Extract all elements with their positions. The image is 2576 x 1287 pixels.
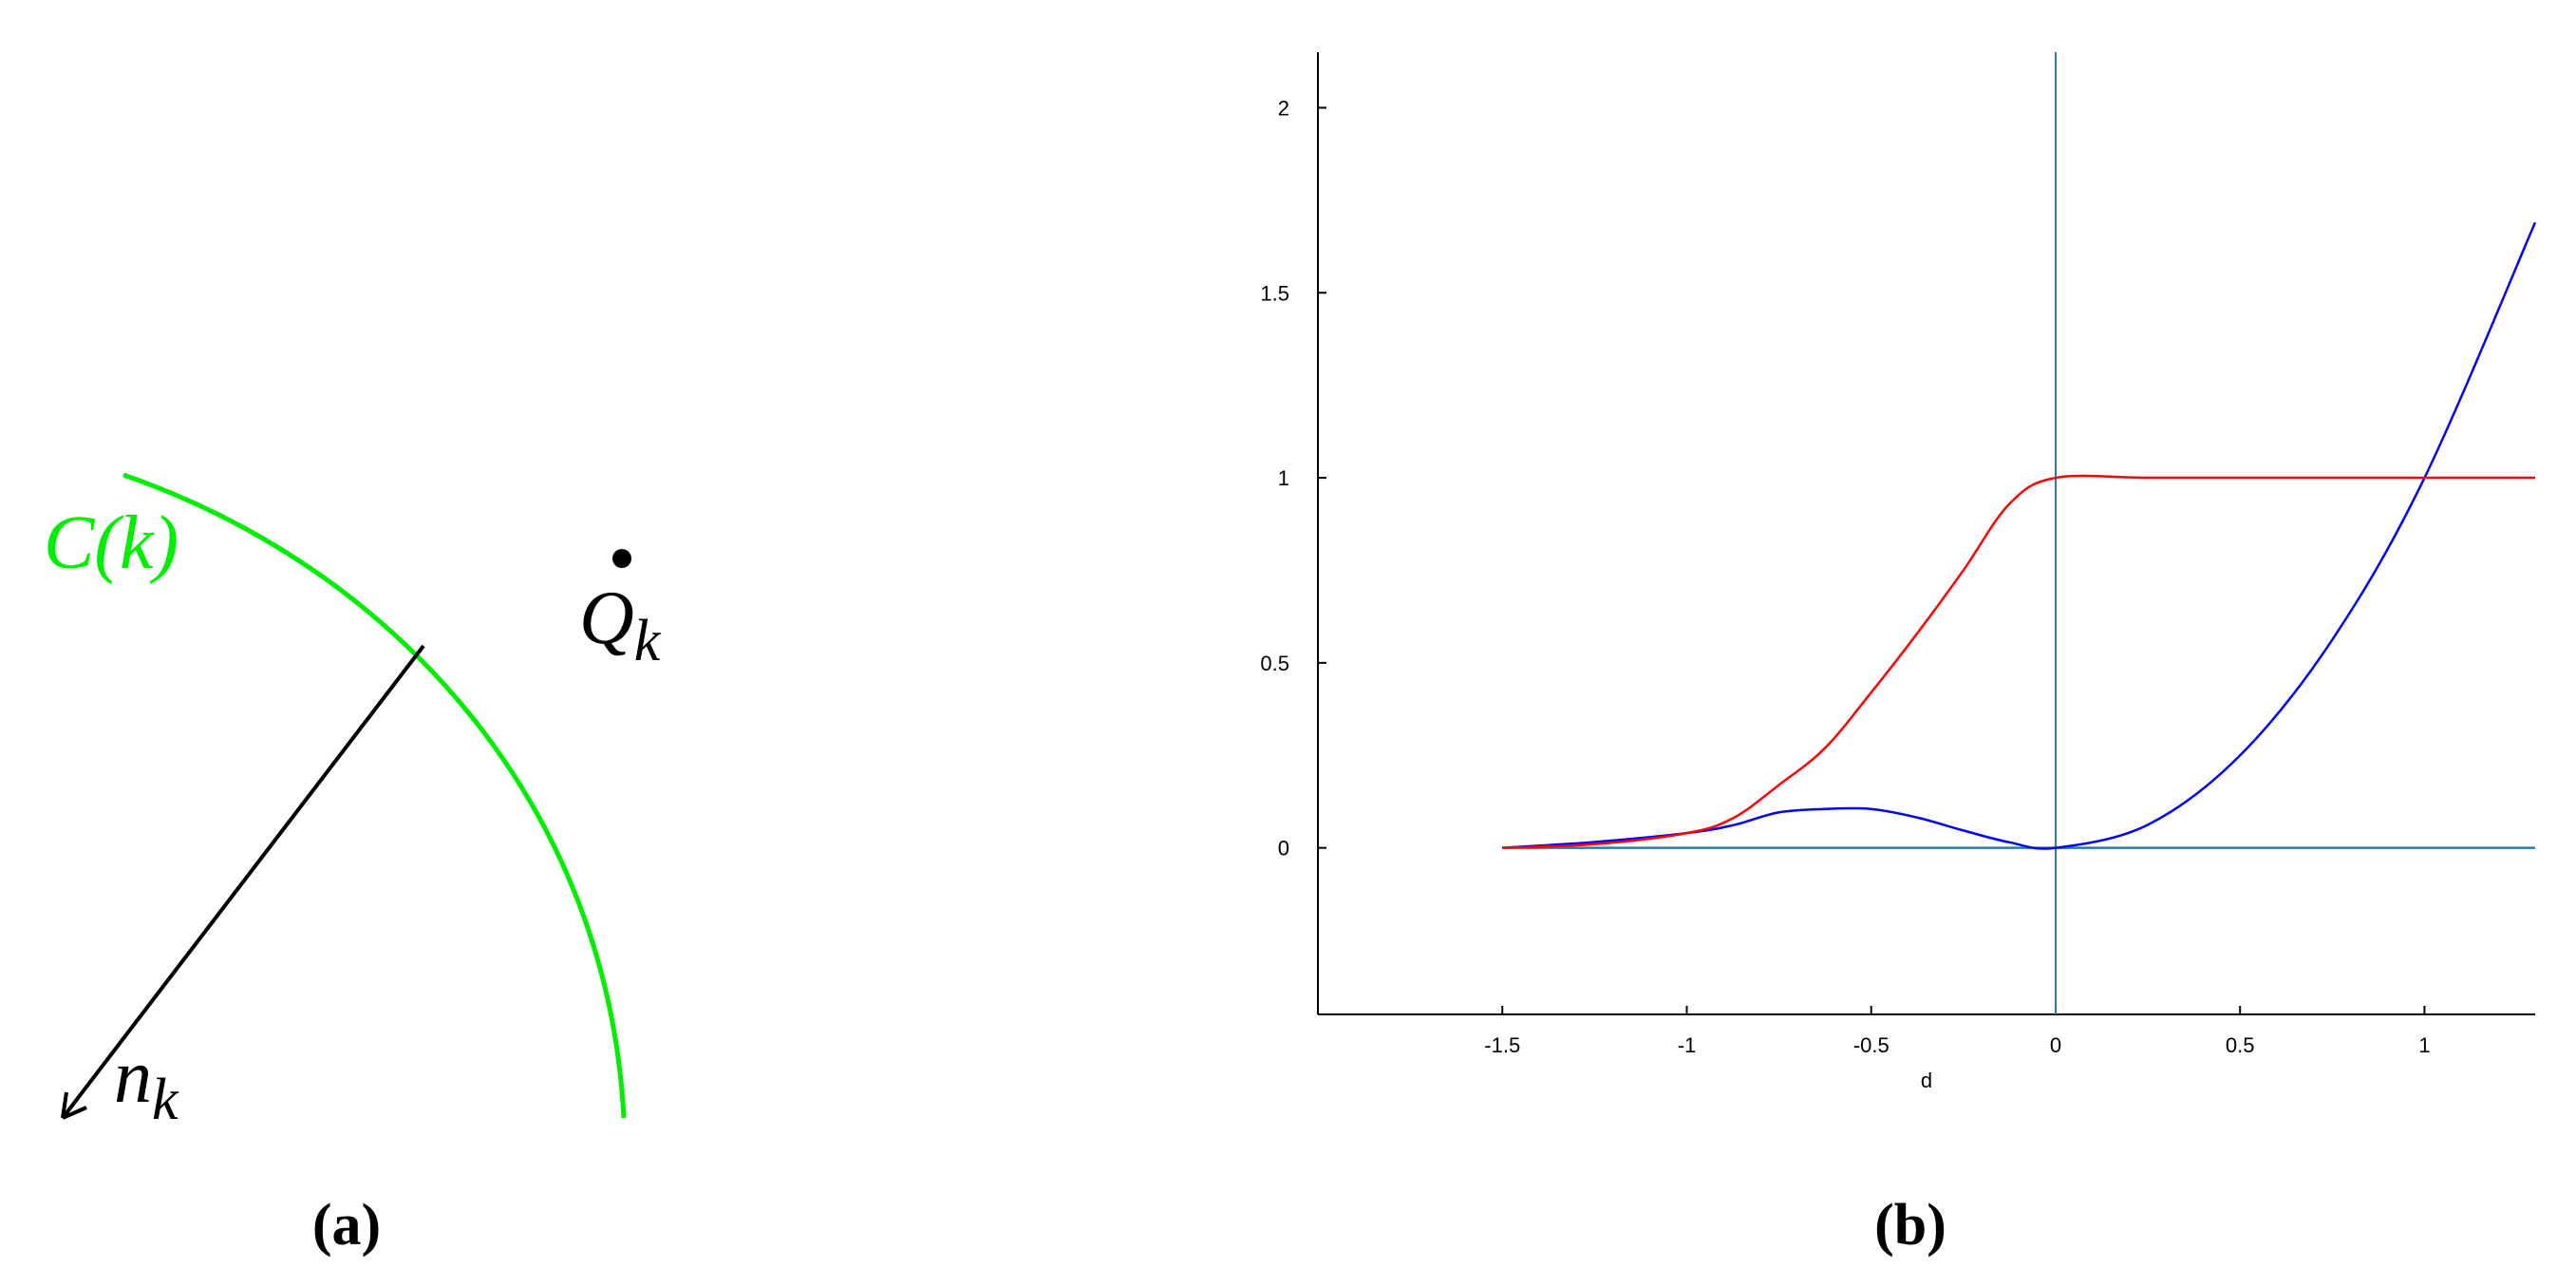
curve-label: C(k) — [44, 502, 179, 585]
normal-label: nk — [114, 1035, 179, 1132]
diagram-a: C(k) Qk nk (a) — [44, 472, 662, 1258]
x-tick-label: 1 — [2418, 1033, 2430, 1057]
y-tick-label: 1 — [1278, 466, 1289, 490]
normal-label-main: n — [114, 1035, 152, 1119]
x-tick-label: -1.5 — [1484, 1033, 1520, 1057]
curve — [122, 472, 627, 1119]
x-tick-label: 0.5 — [2226, 1033, 2255, 1057]
x-axis-label: d — [1921, 1069, 1932, 1092]
y-tick-label: 2 — [1278, 96, 1289, 120]
caption: (a) — [312, 1193, 381, 1258]
x-tick-label: -0.5 — [1853, 1033, 1890, 1057]
x-tick-label: 0 — [2050, 1033, 2061, 1057]
normal-arrowhead — [61, 1091, 87, 1120]
point-label-main: Q — [579, 577, 634, 660]
y-tick-label: 1.5 — [1260, 281, 1289, 305]
point — [612, 549, 631, 568]
point-label-sub: k — [634, 609, 662, 673]
series-line — [1502, 474, 2535, 849]
x-tick-label: -1 — [1678, 1033, 1697, 1057]
normal-label-sub: k — [152, 1068, 179, 1132]
point-label: Qk — [579, 577, 662, 673]
series-line — [1502, 221, 2537, 850]
normal-line — [61, 644, 425, 1120]
y-tick-label: 0.5 — [1260, 652, 1289, 675]
caption: (b) — [1874, 1193, 1946, 1258]
y-tick-label: 0 — [1278, 837, 1289, 861]
